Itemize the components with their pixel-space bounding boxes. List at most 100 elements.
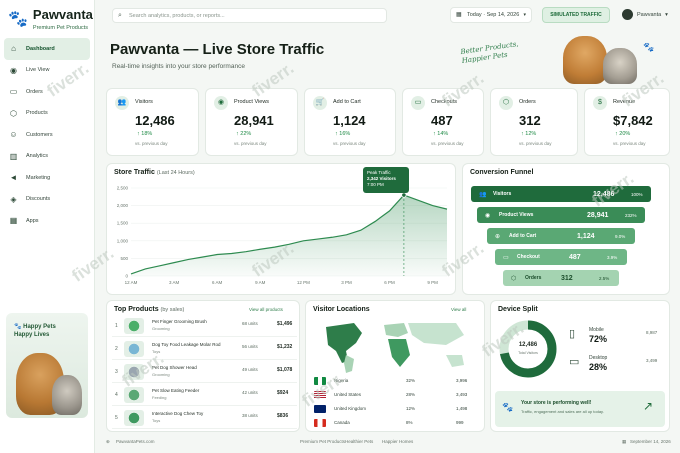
dollar-icon: $ bbox=[593, 96, 607, 110]
peak-point[interactable] bbox=[401, 192, 407, 198]
funnel-value: 12,486 bbox=[593, 190, 615, 198]
globe-icon: ⊕ bbox=[106, 439, 110, 444]
location-row[interactable]: United Kingdom 12% 1,498 bbox=[311, 403, 476, 416]
product-row[interactable]: 5 Interactive Dog Chew Toy Toys 38 units $83… bbox=[112, 407, 297, 429]
location-row[interactable]: Canada 8% 999 bbox=[311, 417, 476, 430]
product-row[interactable]: 2 Dog Toy Food Leakage Molar Rod Toys 56 un… bbox=[112, 338, 297, 360]
calendar-icon: ▦ bbox=[456, 12, 462, 18]
top-products-card: Top Products (by sales) View all product… bbox=[106, 300, 300, 432]
promo-card: 🐾 Happy Pets Happy Lives bbox=[6, 313, 88, 418]
sidebar-nav: ⌂ Dashboard ◉ Live View ▭ Orders ⬡ Products ☺ Cus… bbox=[4, 38, 90, 232]
product-row[interactable]: 1 Pet Finger Grooming Brush Grooming 68 uni… bbox=[112, 315, 297, 337]
kpi-comparison: vs. previous day bbox=[613, 141, 646, 146]
device-donut bbox=[499, 320, 557, 378]
product-units: 49 units bbox=[242, 367, 258, 372]
sidebar-item-label: Orders bbox=[26, 88, 43, 95]
funnel-value: 1,124 bbox=[577, 232, 595, 240]
funnel-row-checkout[interactable]: ▭ Checkout 487 3.9% bbox=[495, 249, 627, 265]
product-row[interactable]: 4 Pet Slow Eating Feeder Feeding 42 units $9… bbox=[112, 384, 297, 406]
sidebar-item-apps[interactable]: ▦ Apps bbox=[4, 210, 90, 232]
simulated-traffic-toggle[interactable]: SIMULATED TRAFFIC bbox=[542, 7, 610, 23]
device-count: 8,987 bbox=[646, 330, 658, 335]
device-count: 3,499 bbox=[646, 358, 658, 363]
funnel-row-product-views[interactable]: ◉ Product Views 28,941 232% bbox=[477, 207, 645, 223]
home-icon: ⌂ bbox=[11, 44, 16, 54]
funnel-label: Product Views bbox=[499, 212, 534, 218]
banner-text: Traffic, engagement and sales are all up… bbox=[521, 409, 604, 414]
sidebar-item-marketing[interactable]: ◄ Marketing bbox=[4, 167, 90, 189]
traffic-chart-card: Store Traffic (Last 24 Hours) 0 500 1,000 1… bbox=[106, 163, 456, 295]
view-all-locations-link[interactable]: View all bbox=[451, 307, 467, 312]
view-all-products-link[interactable]: View all products bbox=[249, 307, 283, 312]
hero-banner: Better Products, Happier Pets 🐾 bbox=[455, 34, 665, 84]
product-name: Dog Toy Food Leakage Molar Rod bbox=[152, 342, 221, 347]
paw-logo-icon: 🐾 bbox=[8, 10, 28, 28]
funnel-row-orders[interactable]: ⬡ Orders 312 2.5% bbox=[503, 270, 619, 286]
country-percent: 12% bbox=[406, 406, 416, 411]
sidebar-item-label: Products bbox=[26, 110, 48, 117]
apps-icon: ▦ bbox=[9, 216, 18, 226]
kpi-label: Checkouts bbox=[431, 99, 457, 105]
trend-up-icon: ↗ bbox=[643, 399, 654, 413]
search-input[interactable]: ⌕ Search analytics, products, or reports… bbox=[112, 8, 387, 23]
desktop-icon: ▭ bbox=[569, 356, 580, 368]
world-map bbox=[326, 323, 464, 373]
funnel-row-add-to-cart[interactable]: ⊕ Add to Cart 1,124 9.0% bbox=[487, 228, 635, 244]
sidebar-item-products[interactable]: ⬡ Products bbox=[4, 103, 90, 125]
footer-tagline-2: Healthier Pets bbox=[345, 439, 374, 444]
users-icon: 👥 bbox=[479, 191, 487, 198]
orders-icon: ▭ bbox=[9, 87, 18, 97]
date-picker[interactable]: ▦ Today · Sep 14, 2026 ▾ bbox=[450, 7, 532, 23]
kpi-change: ↑ 16% bbox=[335, 131, 351, 137]
product-units: 56 units bbox=[242, 344, 258, 349]
traffic-area bbox=[131, 195, 447, 276]
product-row[interactable]: 3 Pet Dog Shower Head Grooming 49 units $1,0… bbox=[112, 361, 297, 383]
sidebar-item-dashboard[interactable]: ⌂ Dashboard bbox=[4, 38, 90, 60]
paw-icon: 🐾 bbox=[14, 324, 24, 330]
sidebar-item-label: Marketing bbox=[26, 174, 51, 181]
kpi-value: 12,486 bbox=[135, 113, 175, 128]
promo-title: 🐾 Happy Pets Happy Lives bbox=[14, 323, 56, 339]
kpi-change: ↑ 14% bbox=[433, 131, 449, 137]
brand-name: Pawvanta bbox=[32, 7, 93, 22]
location-row[interactable]: Nigeria 32% 3,996 bbox=[311, 375, 476, 388]
tooltip-value: 2,342 Visitors bbox=[367, 176, 396, 181]
kpi-label: Visitors bbox=[135, 99, 153, 105]
kpi-comparison: vs. previous day bbox=[431, 141, 464, 146]
kpi-change: ↑ 22% bbox=[236, 131, 252, 137]
product-units: 68 units bbox=[242, 321, 258, 326]
country-percent: 28% bbox=[406, 392, 416, 397]
product-thumbnail bbox=[124, 387, 144, 403]
banner-title: Your store is performing well! bbox=[521, 400, 592, 406]
kpi-label: Orders bbox=[519, 99, 536, 105]
eye-icon: ◉ bbox=[214, 96, 228, 110]
sidebar-item-orders[interactable]: ▭ Orders bbox=[4, 81, 90, 103]
tooltip-time: 7:00 PM bbox=[367, 182, 384, 187]
brand[interactable]: 🐾 Pawvanta Premium Pet Products bbox=[8, 6, 93, 31]
user-menu[interactable]: Pawvanta ▾ bbox=[622, 9, 668, 20]
location-row[interactable]: United States 28% 3,493 bbox=[311, 389, 476, 402]
sidebar-item-customers[interactable]: ☺ Customers bbox=[4, 124, 90, 146]
sidebar-item-analytics[interactable]: ▥ Analytics bbox=[4, 146, 90, 168]
country-name: Nigeria bbox=[334, 378, 349, 383]
kpi-change: ↑ 18% bbox=[137, 131, 153, 137]
traffic-line bbox=[130, 194, 448, 275]
analytics-icon: ▥ bbox=[9, 151, 18, 161]
funnel-percent: 232% bbox=[625, 212, 637, 218]
kpi-value: 312 bbox=[519, 113, 541, 128]
funnel-percent: 3.9% bbox=[607, 254, 618, 260]
sidebar-item-live-view[interactable]: ◉ Live View bbox=[4, 60, 90, 82]
product-name: Interactive Dog Chew Toy bbox=[152, 411, 204, 416]
products-title: Top Products (by sales) bbox=[114, 306, 184, 313]
funnel-label: Visitors bbox=[493, 191, 512, 197]
devices-title: Device Split bbox=[498, 306, 538, 313]
sidebar-item-discounts[interactable]: ◈ Discounts bbox=[4, 189, 90, 211]
kpi-value: 28,941 bbox=[234, 113, 274, 128]
y-tick-label: 1,500 bbox=[117, 221, 129, 226]
paw-icon: 🐾 bbox=[502, 402, 514, 412]
hero-tagline: Better Products, Happier Pets bbox=[460, 40, 520, 66]
product-category: Feeding bbox=[152, 395, 167, 400]
canada-flag-icon bbox=[314, 419, 326, 427]
funnel-row-visitors[interactable]: 👥 Visitors 12,486 100% bbox=[471, 186, 651, 202]
country-percent: 32% bbox=[406, 378, 416, 383]
